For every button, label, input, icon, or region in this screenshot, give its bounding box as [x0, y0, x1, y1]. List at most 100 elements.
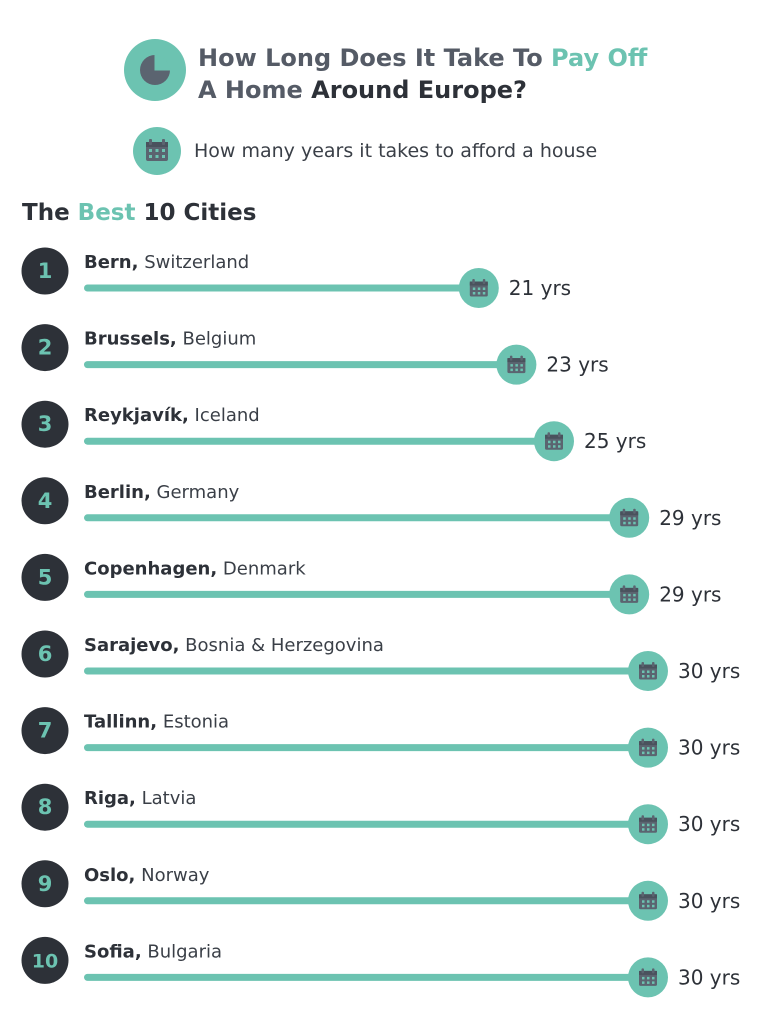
city-label: Sarajevo, Bosnia & Herzegovina	[84, 635, 384, 656]
country-name: Norway	[135, 865, 209, 886]
city-label: Sofia, Bulgaria	[84, 941, 222, 962]
value-label: 30 yrs	[678, 736, 740, 760]
title-accent: Pay Off	[551, 44, 648, 72]
country-name: Germany	[151, 482, 240, 503]
rank-badge	[21, 400, 69, 448]
rank-badge	[21, 324, 69, 372]
city-label: Brussels, Belgium	[84, 329, 256, 350]
bar-end-marker	[609, 497, 650, 538]
rank-label: 1	[38, 259, 53, 283]
header: How Long Does It Take To Pay Off A Home …	[0, 0, 768, 226]
bar-end-marker	[628, 880, 668, 921]
chart-row: 3 Reykjavík, Iceland 25 yrs	[21, 400, 646, 462]
value-label: 25 yrs	[584, 429, 646, 453]
calendar-icon	[469, 279, 488, 297]
calendar-icon	[639, 738, 657, 757]
country-name: Belgium	[177, 329, 257, 350]
chart-row: 9 Oslo, Norway 30 yrs	[21, 860, 740, 921]
value-label: 29 yrs	[659, 506, 721, 530]
bar-end-marker	[628, 651, 668, 691]
bar-end-marker	[496, 344, 537, 385]
country-name: Bulgaria	[142, 941, 222, 962]
value-label: 30 yrs	[678, 889, 740, 913]
bar	[84, 437, 554, 445]
rank-label: 7	[38, 719, 53, 743]
city-name: Sarajevo,	[84, 635, 179, 656]
bar-end-marker	[628, 727, 668, 768]
bar	[84, 973, 648, 981]
bar	[84, 820, 648, 828]
subtitle-prefix: The	[22, 200, 78, 226]
calendar-icon	[639, 815, 657, 833]
value-label: 30 yrs	[678, 965, 740, 989]
value-label: 30 yrs	[678, 812, 740, 836]
city-name: Copenhagen,	[84, 558, 217, 579]
country-name: Bosnia & Herzegovina	[179, 635, 383, 656]
rank-badge	[21, 630, 69, 678]
chart-row: 7 Tallinn, Estonia 30 yrs	[21, 707, 740, 768]
value-label: 29 yrs	[659, 582, 721, 606]
bar	[84, 284, 479, 292]
country-name: Estonia	[157, 712, 229, 733]
chart-row: 2 Brussels, Belgium 23 yrs	[21, 324, 609, 385]
legend-text: How many years it takes to afford a hous…	[194, 140, 598, 162]
bar-end-marker	[458, 268, 499, 308]
title-part1: How Long Does It Take To	[198, 44, 552, 72]
rank-badge	[21, 707, 69, 755]
chart-row: 1 Bern, Switzerland 21 yrs	[21, 247, 571, 308]
bar-end-marker	[628, 804, 668, 845]
rank-label: 5	[38, 565, 53, 589]
chart-row: 5 Copenhagen, Denmark 29 yrs	[21, 553, 721, 615]
rank-label: 4	[38, 489, 53, 513]
rank-badge	[21, 783, 69, 831]
rank-badge	[21, 936, 69, 984]
city-name: Reykjavík,	[84, 405, 189, 426]
city-label: Berlin, Germany	[84, 482, 240, 503]
bar	[84, 897, 648, 905]
city-label: Oslo, Norway	[84, 865, 210, 886]
rank-label: 2	[38, 336, 53, 360]
rank-label: 3	[38, 412, 53, 436]
chart-row: 10 Sofia, Bulgaria 30 yrs	[21, 936, 740, 998]
city-name: Sofia,	[84, 941, 142, 962]
bar-end-marker	[609, 574, 650, 615]
bar-end-marker	[534, 421, 574, 462]
chart-row: 4 Berlin, Germany 29 yrs	[21, 477, 721, 538]
bar	[84, 744, 648, 752]
city-name: Riga,	[84, 788, 136, 809]
calendar-icon	[639, 891, 657, 910]
rank-label: 8	[38, 795, 53, 819]
country-name: Denmark	[217, 558, 306, 579]
value-label: 30 yrs	[678, 659, 740, 683]
rank-badge	[21, 860, 69, 908]
city-label: Reykjavík, Iceland	[84, 405, 260, 426]
calendar-icon	[639, 968, 657, 986]
value-label: 23 yrs	[546, 353, 608, 377]
subtitle-suffix: 10 Cities	[135, 200, 257, 226]
city-name: Berlin,	[84, 482, 151, 503]
rank-badge	[21, 553, 69, 601]
country-name: Switzerland	[138, 252, 249, 273]
subtitle-accent: Best	[77, 200, 136, 226]
country-name: Iceland	[189, 405, 260, 426]
value-label: 21 yrs	[509, 276, 571, 300]
rank-label: 9	[38, 872, 53, 896]
chart-title: How Long Does It Take To Pay Off A Home …	[198, 42, 647, 106]
bar	[84, 361, 517, 369]
calendar-icon	[545, 432, 563, 450]
chart-subtitle: The Best 10 Cities	[22, 198, 256, 228]
bar	[84, 667, 648, 675]
pie-chart-icon	[124, 39, 186, 101]
calendar-icon	[620, 585, 639, 603]
city-label: Riga, Latvia	[84, 788, 196, 809]
chart-row: 8 Riga, Latvia 30 yrs	[21, 783, 740, 845]
country-name: Latvia	[136, 788, 197, 809]
chart-row: 6 Sarajevo, Bosnia & Herzegovina 30 yrs	[21, 630, 740, 691]
rank-badge	[21, 247, 69, 295]
rank-badge	[21, 477, 69, 525]
bar	[84, 590, 630, 598]
city-name: Bern,	[84, 252, 138, 273]
rank-label: 10	[32, 950, 58, 972]
calendar-icon	[133, 127, 181, 175]
